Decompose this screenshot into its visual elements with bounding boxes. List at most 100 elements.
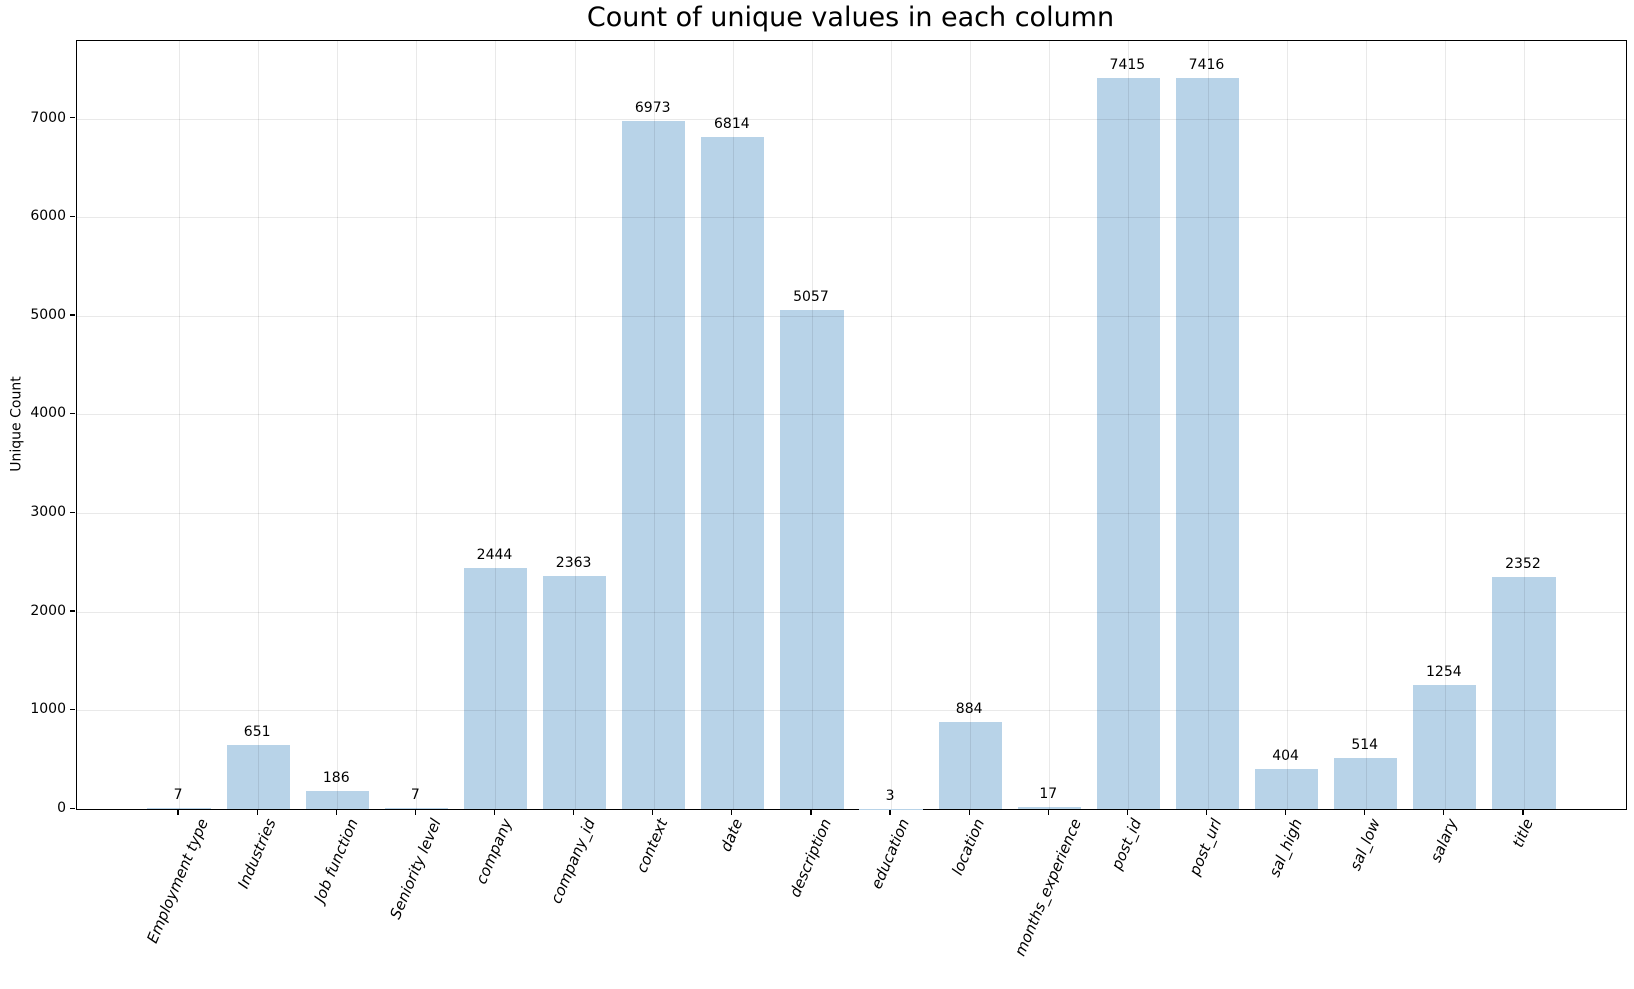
v-gridline: [574, 41, 576, 809]
y-axis-tick: [69, 314, 75, 316]
x-axis-tick: [1443, 809, 1445, 815]
x-axis-tick: [652, 809, 654, 815]
x-axis-tick: [1284, 809, 1287, 815]
x-tick-label: date: [716, 816, 747, 855]
x-axis-tick: [889, 809, 891, 815]
x-tick-label: post_id: [1107, 816, 1146, 873]
x-axis-tick: [1522, 809, 1524, 815]
y-axis-tick: [69, 708, 75, 711]
x-axis-tick: [493, 809, 496, 815]
y-tick-label: 3000: [30, 504, 66, 521]
bar-value-label: 7: [410, 787, 420, 804]
bar-value-label: 7415: [1109, 56, 1146, 73]
v-gridline: [495, 41, 497, 809]
x-tick-label: sal_low: [1345, 816, 1384, 874]
plot-area: [76, 40, 1627, 810]
bar-date: [701, 136, 765, 809]
h-gridline: [77, 414, 1626, 416]
bar-value-label: 1254: [1426, 664, 1462, 681]
y-axis-tick: [69, 117, 75, 119]
bar-value-label: 514: [1351, 737, 1379, 754]
v-gridline: [416, 41, 418, 809]
x-tick-label: Employment type: [143, 816, 213, 946]
x-axis-tick: [810, 809, 812, 815]
x-tick-label: education: [867, 816, 913, 892]
y-tick-label: 2000: [30, 602, 66, 619]
x-tick-label: salary: [1426, 816, 1461, 865]
bar-value-label: 2352: [1505, 556, 1541, 573]
y-axis-label-container: Unique Count: [0, 40, 34, 808]
bar-title: [1492, 577, 1556, 809]
y-axis-tick: [69, 610, 75, 612]
bar-value-label: 186: [322, 769, 350, 786]
x-tick-label: sal_high: [1265, 816, 1306, 880]
bar-value-label: 2444: [476, 546, 513, 563]
bar-Job function: [305, 790, 369, 809]
x-tick-label: title: [1508, 816, 1537, 851]
chart-title: Count of unique values in each column: [586, 2, 1115, 33]
x-tick-label: company: [472, 816, 516, 887]
y-axis-tick: [69, 215, 75, 218]
v-gridline: [1207, 41, 1209, 809]
x-tick-label: months_experience: [1011, 816, 1086, 959]
bar-Seniority level: [384, 808, 449, 809]
h-gridline: [77, 118, 1626, 120]
x-tick-label: location: [948, 816, 989, 878]
v-gridline: [179, 41, 181, 809]
bar-Industries: [226, 744, 290, 809]
bar-months_experience: [1017, 807, 1081, 809]
y-tick-label: 6000: [30, 208, 66, 225]
bar-Employment type: [147, 808, 211, 809]
bar-value-label: 5057: [793, 289, 829, 306]
x-tick-label: Industries: [233, 816, 280, 892]
x-axis-tick: [1047, 809, 1049, 815]
v-gridline: [258, 41, 260, 809]
x-axis-tick: [177, 809, 179, 815]
v-gridline: [653, 41, 655, 809]
y-axis-tick: [69, 412, 75, 415]
v-gridline: [891, 41, 893, 809]
x-tick-label: company_id: [547, 816, 600, 907]
h-gridline: [77, 217, 1626, 219]
bar-company: [463, 567, 528, 809]
x-tick-label: Job function: [310, 816, 362, 906]
x-axis-tick: [335, 809, 337, 815]
h-gridline: [77, 513, 1626, 515]
bar-sal_low: [1334, 758, 1398, 809]
bar-value-label: 651: [243, 723, 271, 740]
x-tick-label: context: [632, 816, 672, 876]
y-axis-tick: [69, 807, 75, 809]
y-tick-label: 5000: [30, 306, 66, 323]
v-gridline: [1365, 41, 1367, 809]
y-tick-label: 0: [57, 800, 66, 816]
x-tick-label: description: [786, 816, 836, 900]
bar-value-label: 6814: [714, 115, 750, 132]
bar-value-label: 6973: [634, 100, 671, 117]
y-axis-label: Unique Count: [9, 376, 26, 472]
v-gridline: [337, 41, 339, 809]
y-axis-tick: [69, 511, 75, 513]
bar-post_id: [1096, 77, 1161, 809]
x-axis-tick: [1126, 809, 1129, 815]
y-tick-label: 1000: [30, 701, 66, 718]
bar-value-label: 7416: [1188, 56, 1225, 73]
bar-value-label: 17: [1039, 786, 1058, 803]
v-gridline: [1049, 41, 1051, 809]
x-axis-tick: [256, 809, 258, 815]
x-axis-tick: [1364, 809, 1366, 815]
v-gridline: [732, 41, 734, 809]
bar-value-label: 2363: [555, 554, 592, 571]
x-axis-tick: [731, 809, 733, 815]
bar-context: [622, 121, 686, 809]
h-gridline: [77, 611, 1626, 613]
x-tick-label: post_url: [1185, 816, 1226, 879]
bar-salary: [1413, 685, 1477, 809]
bar-value-label: 884: [955, 700, 983, 717]
bar-value-label: 404: [1272, 748, 1299, 765]
v-gridline: [970, 41, 972, 809]
bar-description: [780, 310, 844, 809]
y-tick-label: 7000: [30, 109, 66, 126]
h-gridline: [77, 315, 1626, 317]
bar-post_url: [1175, 77, 1240, 809]
